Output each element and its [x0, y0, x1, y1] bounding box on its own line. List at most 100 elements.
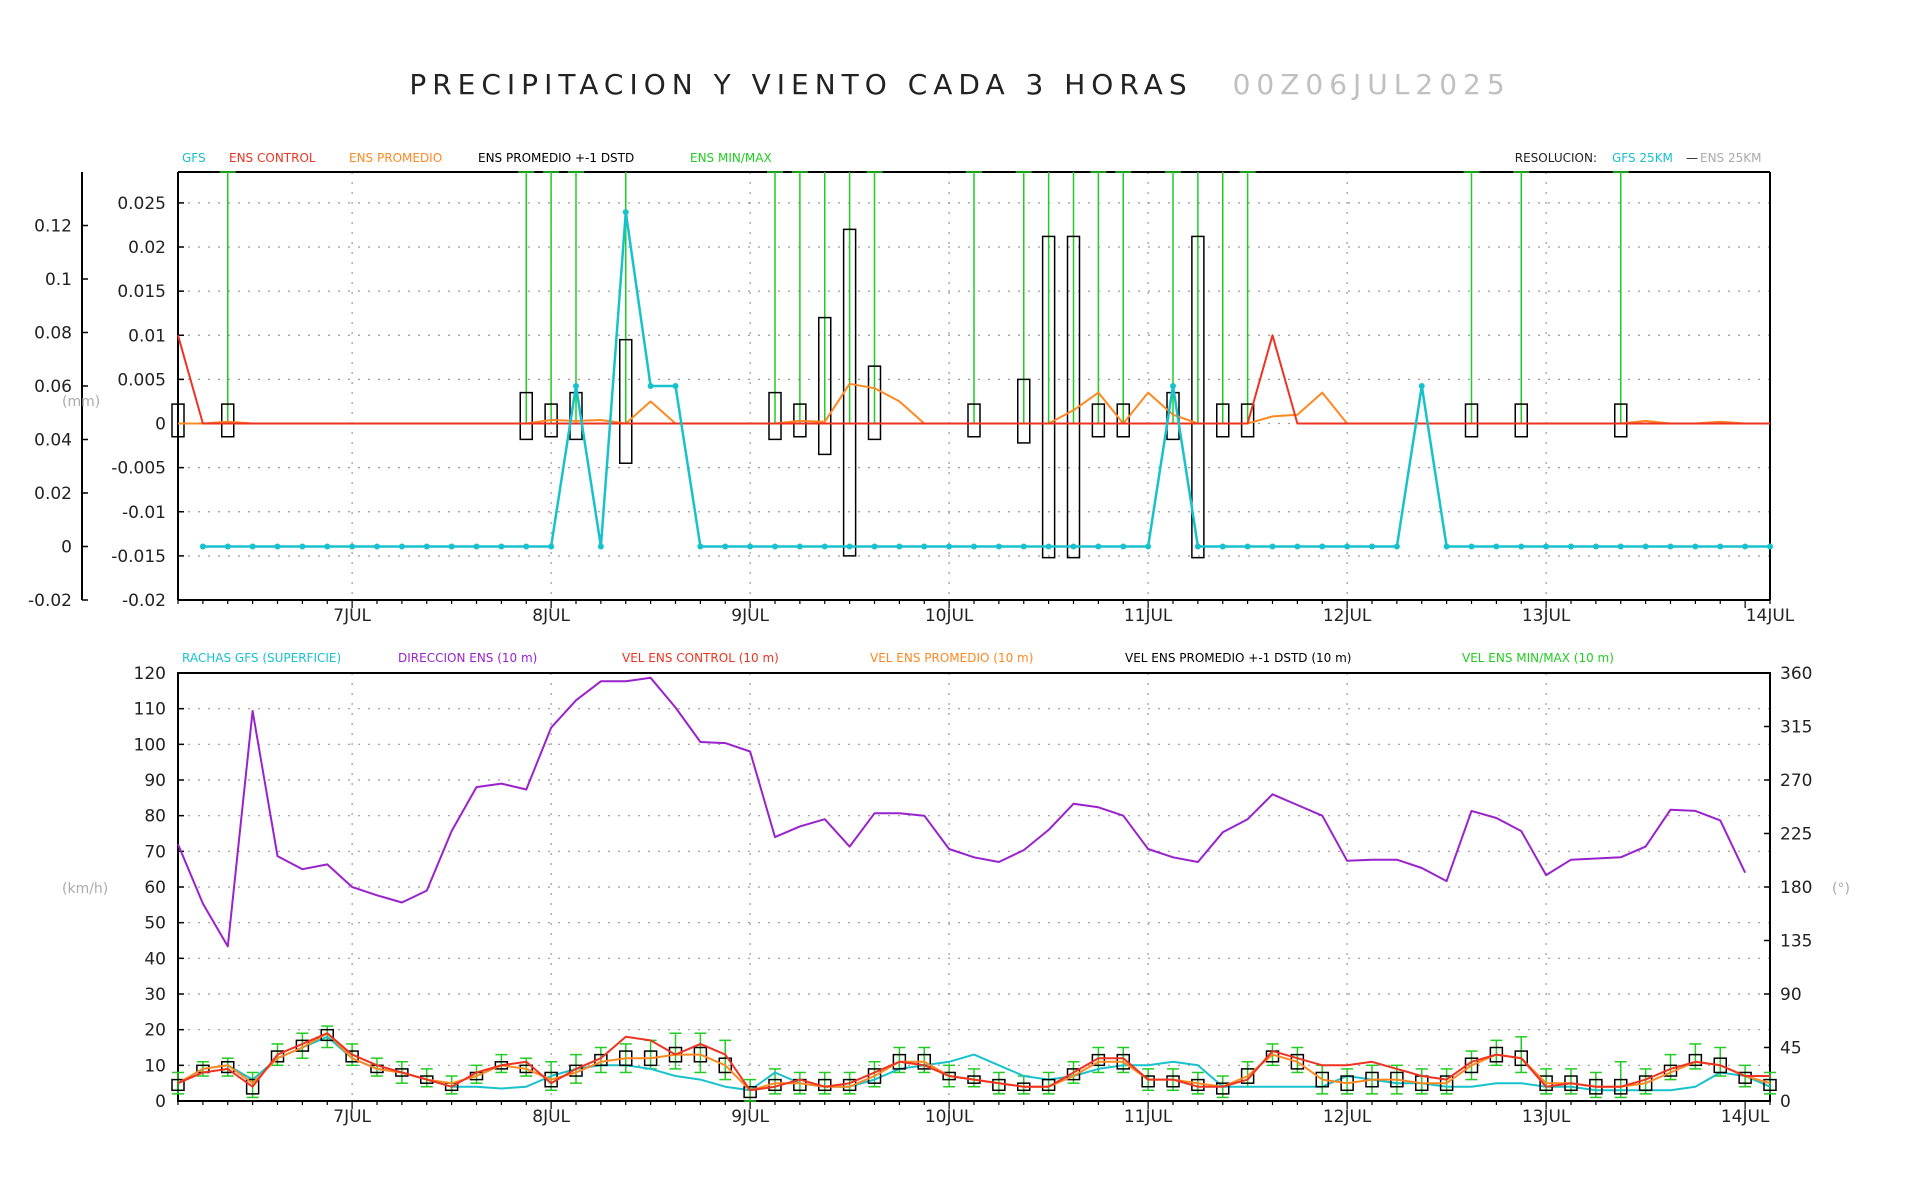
- y-tick-label-left-inner: 0.005: [117, 370, 166, 390]
- y-tick-label-left-outer: 0.06: [34, 377, 72, 397]
- chart-title: PRECIPITACION Y VIENTO CADA 3 HORAS 00Z06…: [0, 68, 1920, 101]
- wind-dstd-box: [171, 1078, 185, 1092]
- y-tick-label-wind: 0: [155, 1092, 166, 1112]
- precip-gfs-point: [1170, 383, 1176, 389]
- precip-dstd-box: [171, 403, 185, 438]
- x-tick-label-bottom: 12JUL: [1323, 1107, 1372, 1127]
- precip-dstd-box: [768, 391, 782, 441]
- precip-dstd-box: [1514, 403, 1528, 438]
- precip-gfs-point: [921, 543, 928, 550]
- y-tick-label-direction: 315: [1780, 718, 1812, 738]
- precip-gfs-point: [821, 543, 828, 550]
- y-tick-label-direction: 45: [1780, 1039, 1802, 1059]
- x-tick-label-bottom: 13JUL: [1522, 1107, 1571, 1127]
- precip-gfs-point: [697, 543, 704, 550]
- y-tick-label-wind: 40: [144, 949, 166, 969]
- precip-gfs-point: [1045, 543, 1052, 550]
- y-tick-label-wind: 50: [144, 914, 166, 934]
- y-tick-label-left-inner: -0.02: [122, 591, 166, 611]
- direction-line: [177, 676, 1747, 948]
- wind-dstd-box: [718, 1057, 732, 1074]
- wind-dstd-box: [1066, 1068, 1081, 1081]
- precip-gfs-point: [1518, 543, 1525, 550]
- precip-dstd-box: [1191, 235, 1205, 559]
- precip-gfs-point: [324, 543, 331, 550]
- precip-gfs-point: [1369, 543, 1375, 550]
- precip-dstd-box: [1041, 235, 1056, 559]
- y-tick-label-wind: 80: [144, 807, 166, 827]
- precip-gfs-point: [299, 543, 306, 550]
- y-tick-label-left-outer: 0.12: [34, 217, 72, 237]
- legend-top-item: ENS PROMEDIO: [349, 151, 442, 165]
- precip-gfs-point: [274, 543, 281, 550]
- precip-gfs-point: [722, 543, 729, 550]
- legend-top-item: ENS MIN/MAX: [690, 151, 772, 165]
- precip-gfs-point: [597, 543, 604, 550]
- x-tick-label-bottom: 7JUL: [333, 1107, 371, 1127]
- precip-gfs-point: [473, 543, 480, 550]
- precip-gfs-point: [796, 543, 803, 550]
- y-tick-label-left-inner: 0: [155, 415, 166, 435]
- x-tick-label-top: 8JUL: [532, 606, 570, 626]
- precip-gfs-point: [896, 543, 903, 550]
- y-tick-label-direction: 360: [1780, 664, 1812, 684]
- wind-dstd-box: [1240, 1068, 1255, 1084]
- precip-dstd-box: [1240, 403, 1255, 438]
- precip-gfs-point: [1120, 543, 1127, 550]
- precip-dstd-box: [519, 391, 533, 441]
- precip-gfs-point: [1742, 543, 1749, 550]
- y-tick-label-left-outer: 0: [61, 538, 72, 558]
- precip-gfs-point: [249, 543, 256, 550]
- y-tick-label-left-outer: 0.04: [34, 431, 72, 451]
- legend-top-item: ENS PROMEDIO +-1 DSTD: [478, 151, 634, 165]
- precip-gfs-point: [1767, 543, 1773, 550]
- precip-gfs-point: [1443, 543, 1450, 550]
- precip-dstd-box: [1116, 403, 1130, 438]
- precip-gfs-line: [202, 210, 1770, 548]
- precip-gfs-point: [1468, 543, 1475, 550]
- resolution-ens: ENS 25KM: [1700, 151, 1761, 165]
- precip-gfs-point: [622, 209, 629, 216]
- precip-gfs-point: [846, 543, 853, 550]
- wind-control-line: [177, 1032, 1770, 1092]
- precip-dstd-box: [1091, 403, 1106, 438]
- wind-dstd-box: [1216, 1082, 1230, 1095]
- title-text: PRECIPITACION Y VIENTO CADA 3 HORAS: [409, 68, 1193, 101]
- y-tick-label-wind: 20: [144, 1021, 166, 1041]
- precip-dstd-box: [967, 403, 981, 438]
- precip-gfs-point: [398, 543, 405, 550]
- precip-gfs-point: [1642, 543, 1649, 550]
- y-tick-label-left-inner: 0.015: [117, 282, 166, 302]
- wind-dstd-box: [1688, 1053, 1703, 1067]
- precip-gfs-point: [523, 543, 530, 550]
- legend-bottom-item: DIRECCION ENS (10 m): [398, 651, 537, 665]
- resolution-gfs: GFS 25KM: [1612, 151, 1673, 165]
- precip-gfs-point: [647, 383, 654, 389]
- x-tick-label-bottom: 11JUL: [1124, 1107, 1173, 1127]
- x-tick-label-top: 14JUL: [1746, 606, 1795, 626]
- precip-gfs-point: [224, 543, 231, 550]
- legend-bottom-item: VEL ENS PROMEDIO +-1 DSTD (10 m): [1125, 651, 1352, 665]
- run-date: 00Z06JUL2025: [1232, 68, 1511, 101]
- precip-gfs-point: [1592, 543, 1599, 550]
- wind-dstd-box: [1091, 1053, 1106, 1067]
- y-tick-label-direction: 90: [1780, 985, 1802, 1005]
- precip-gfs-point: [1667, 543, 1674, 550]
- legend-top-item: ENS CONTROL: [229, 151, 316, 165]
- precip-gfs-point: [1070, 543, 1077, 550]
- y-tick-label-left-inner: 0.025: [117, 194, 166, 214]
- wind-dstd-box: [245, 1078, 260, 1095]
- y-tick-label-wind: 90: [144, 771, 166, 791]
- x-tick-label-bottom: 10JUL: [925, 1107, 974, 1127]
- precip-gfs-point: [1692, 543, 1699, 550]
- y-tick-label-left-inner: -0.015: [111, 547, 166, 567]
- precip-gfs-point: [1095, 543, 1102, 550]
- precip-dstd-box: [1216, 403, 1230, 438]
- y-tick-label-wind: 30: [144, 985, 166, 1005]
- wind-dstd-box: [743, 1085, 757, 1099]
- y-tick-label-wind: 60: [144, 878, 166, 898]
- legend-bottom-item: VEL ENS MIN/MAX (10 m): [1462, 651, 1614, 665]
- y-tick-label-left-inner: -0.005: [111, 459, 166, 479]
- legend-bottom-item: VEL ENS PROMEDIO (10 m): [870, 651, 1033, 665]
